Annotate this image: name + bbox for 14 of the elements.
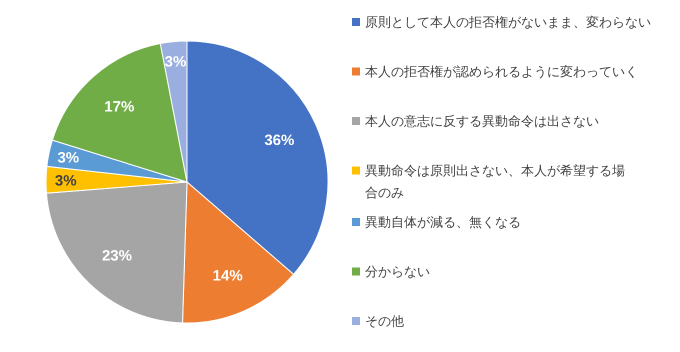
legend-label: 本人の意志に反する異動命令は出さない	[365, 114, 599, 130]
data-label: 23%	[102, 248, 132, 265]
legend-label: その他	[365, 314, 404, 330]
data-label: 17%	[104, 98, 134, 116]
legend-label: 原則として本人の拒否権がないまま、変わらない	[365, 14, 651, 31]
legend-label: 本人の拒否権が認められるように変わっていく	[365, 64, 638, 80]
data-label: 36%	[264, 132, 294, 150]
legend-label: 異動命令は原則出さない、本人が希望する場合のみ	[365, 164, 625, 202]
data-label: 14%	[212, 267, 243, 284]
legend-label: 分からない	[365, 265, 430, 280]
data-label: 3%	[54, 172, 77, 190]
data-label: 3%	[57, 149, 80, 166]
data-label: 3%	[164, 54, 186, 71]
legend-label: 異動自体が減る、無くなる	[365, 216, 521, 231]
